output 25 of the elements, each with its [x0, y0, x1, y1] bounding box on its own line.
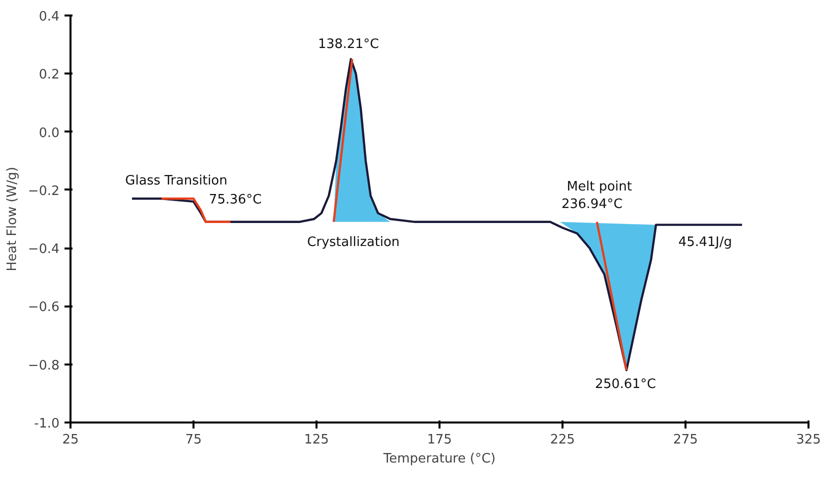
annotation: 45.41J/g [678, 234, 732, 250]
y-tick-label: −0.6 [28, 300, 60, 316]
y-tick-label: −0.4 [28, 242, 60, 258]
annotation: 250.61°C [594, 377, 656, 392]
x-tick-label: 275 [673, 432, 698, 448]
y-tick-label: 0.2 [38, 68, 60, 83]
y-tick-label: −0.2 [28, 184, 60, 199]
x-tick-label: 75 [185, 432, 202, 448]
y-tick-label: 0.4 [38, 10, 60, 24]
y-axis-title: Heat Flow (W/g) [4, 166, 20, 272]
annotation: 138.21°C [318, 37, 380, 52]
x-tick-label: 225 [550, 432, 575, 448]
y-tick-label: 0.0 [38, 126, 60, 141]
x-axis-title: Temperature (°C) [382, 452, 496, 466]
annotation: 236.94°C [561, 196, 623, 212]
annotation: 75.36°C [208, 192, 262, 208]
x-tick-label: 25 [62, 432, 79, 448]
x-tick-label: 125 [304, 432, 329, 448]
y-tick-label: −0.8 [28, 358, 60, 374]
annotation: Melt point [566, 180, 632, 195]
annotation: Crystallization [307, 234, 400, 250]
x-tick-label: 175 [427, 432, 452, 448]
y-tick-label: -1.0 [34, 416, 60, 432]
x-tick-label: 325 [796, 432, 821, 448]
annotation: Glass Transition [125, 174, 228, 189]
